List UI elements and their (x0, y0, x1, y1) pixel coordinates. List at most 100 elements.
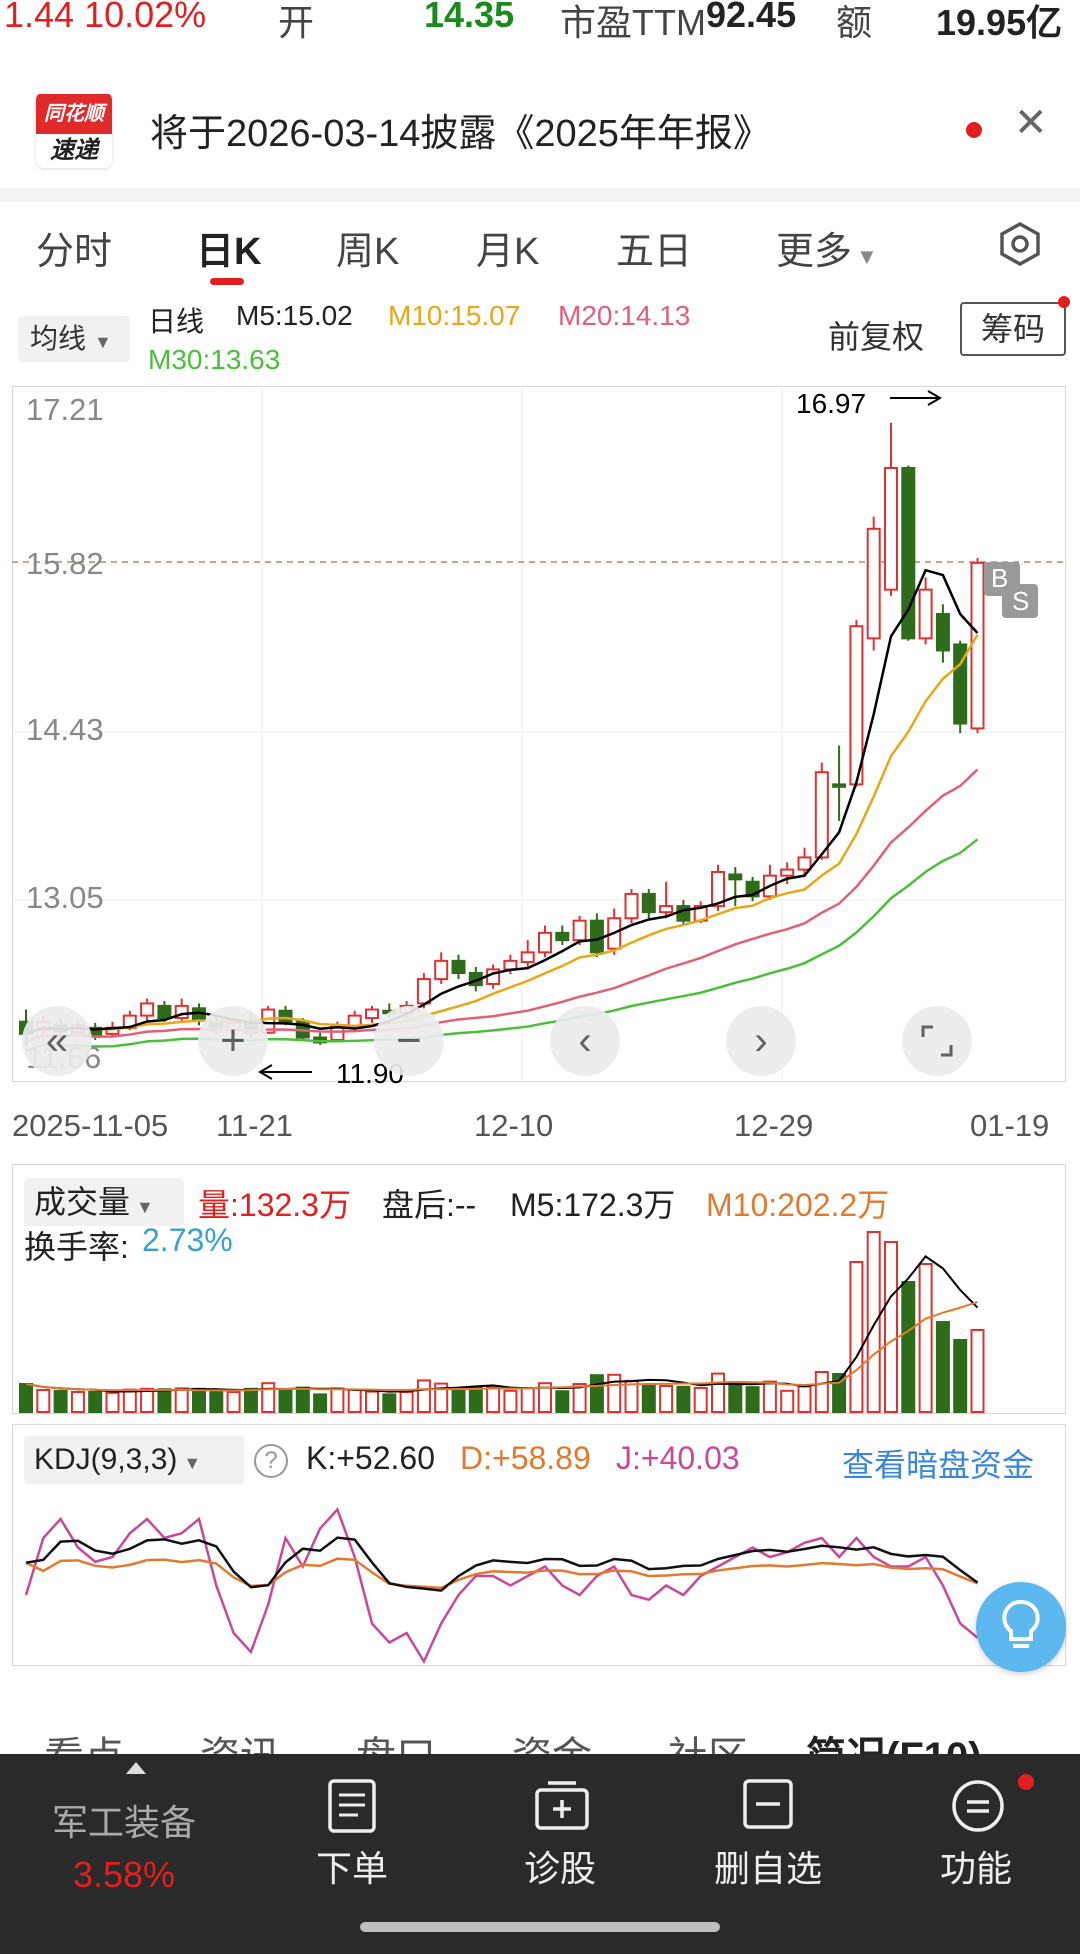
candle-body (676, 905, 691, 922)
kline-chart[interactable] (0, 0, 1080, 1100)
functions-button[interactable]: 功能 (876, 1754, 1076, 1924)
scroll-left-button[interactable]: ‹ (550, 1006, 620, 1076)
amount-label: 额 (836, 2, 873, 43)
tab-monthly-k[interactable]: 月K (476, 231, 540, 273)
volume-bar (278, 1389, 293, 1413)
pe-value: 92.45 (706, 0, 797, 35)
volume-bar (486, 1386, 501, 1413)
volume-bar (953, 1339, 968, 1413)
price-tick: 13.05 (26, 880, 104, 915)
volume-bar (589, 1374, 604, 1413)
candle-body (140, 1002, 155, 1017)
volume-bar (693, 1387, 708, 1413)
price-tick: 14.43 (26, 712, 104, 747)
volume-bar (711, 1372, 725, 1414)
candle-body (624, 892, 639, 920)
volume-value: 量:132.3万 (198, 1187, 351, 1223)
dropdown-triangle-icon: ▼ (856, 244, 878, 269)
candle-body (711, 871, 725, 908)
close-icon[interactable]: ✕ (1014, 101, 1048, 145)
announcement-bar[interactable]: 同花顺 速递 将于2026-03-14披露《2025年年报》 ✕ (0, 72, 1080, 188)
button-label: 下单 (315, 1848, 388, 1889)
lightbulb-icon (1002, 1600, 1040, 1648)
diagnose-icon (535, 1781, 589, 1830)
date-tick: 01-19 (970, 1108, 1050, 1143)
volume-bar (641, 1383, 656, 1413)
selector-label: 成交量 (34, 1184, 131, 1220)
help-icon[interactable]: ? (254, 1444, 288, 1478)
adjust-mode[interactable]: 前复权 (828, 319, 925, 355)
volume-bar (468, 1387, 483, 1413)
sector-widget[interactable]: 军工装备 3.58% (24, 1754, 224, 1924)
date-tick: 12-29 (734, 1108, 814, 1143)
ma5-line (25, 568, 979, 1036)
tab-five-day[interactable]: 五日 (616, 231, 693, 273)
kdj-j-line (24, 1507, 979, 1665)
remove-watchlist-button[interactable]: 删自选 (668, 1754, 868, 1924)
kline-chart-frame[interactable] (12, 386, 1066, 1082)
high-arrow-icon (927, 390, 942, 406)
zoom-out-button[interactable]: − (374, 1006, 444, 1076)
scroll-right-button[interactable]: › (726, 1006, 796, 1076)
volume-bar (918, 1263, 933, 1413)
kdj-indicator-selector[interactable]: KDJ(9,3,3) ▼ (24, 1436, 244, 1484)
candle-body (520, 951, 535, 964)
fullscreen-button[interactable] (902, 1006, 972, 1076)
volume-bar (434, 1382, 449, 1414)
volume-bar (140, 1387, 155, 1414)
candle-body (157, 1004, 172, 1020)
kdj-panel[interactable] (12, 1424, 1066, 1666)
dark-pool-link[interactable]: 查看暗盘资金 (842, 1447, 1035, 1483)
volume-bar (399, 1391, 414, 1413)
content-tabs: 看点 资讯 盘口 资金 社区 简况(F10) (0, 1700, 1080, 1760)
price-change: 1.44 10.02% (4, 0, 207, 35)
tab-more-label: 更多 (776, 231, 853, 273)
selector-label: KDJ(9,3,3) (34, 1443, 178, 1476)
tab-daily-k[interactable]: 日K (196, 231, 262, 273)
announcement-text[interactable]: 将于2026-03-14披露《2025年年报》 (150, 113, 771, 155)
kdj-k-line (25, 1536, 979, 1592)
volume-bar (659, 1385, 674, 1413)
volume-bar (503, 1389, 518, 1414)
candle-body (572, 919, 587, 942)
volume-bar (572, 1383, 587, 1413)
tab-intraday[interactable]: 分时 (36, 231, 113, 273)
volume-bar (105, 1391, 120, 1414)
indicator-selector[interactable]: 均线 ▼ (18, 316, 130, 362)
diagnose-stock-button[interactable]: 诊股 (460, 1754, 660, 1924)
volume-bar (901, 1281, 916, 1413)
ma30-line (25, 838, 979, 1053)
candle-body (866, 527, 881, 640)
volume-panel[interactable] (12, 1164, 1066, 1414)
volume-bar (261, 1382, 276, 1413)
chip-distribution-button[interactable]: 筹码 (960, 302, 1066, 356)
tab-more[interactable]: 更多 ▼ (776, 220, 878, 275)
volume-indicator-selector[interactable]: 成交量 ▼ (24, 1178, 184, 1226)
date-tick: 11-21 (216, 1108, 293, 1143)
volume-bar (866, 1231, 881, 1413)
assistant-button[interactable] (976, 1582, 1066, 1672)
volume-bar (209, 1390, 224, 1413)
candle-body (278, 1009, 293, 1023)
settings-icon[interactable] (996, 220, 1044, 268)
volume-bar (88, 1391, 103, 1413)
place-order-button[interactable]: 下单 (252, 1754, 452, 1924)
home-indicator[interactable] (360, 1922, 720, 1932)
scroll-left-fast-button[interactable]: « (22, 1006, 92, 1076)
tab-weekly-k[interactable]: 周K (336, 231, 400, 273)
volume-bar (19, 1383, 33, 1413)
candle-body (589, 919, 604, 954)
brand-logo: 同花顺 速递 (36, 92, 112, 168)
ma20-value: M20:14.13 (558, 300, 691, 331)
candle-body (538, 931, 552, 954)
zoom-in-button[interactable]: + (198, 1006, 268, 1076)
chevron-left-icon: ‹ (578, 1018, 592, 1063)
price-tick: 17.21 (26, 392, 104, 427)
volume-bar (313, 1393, 328, 1413)
minus-icon: − (396, 1016, 422, 1065)
vol-m10-value: M10:202.2万 (706, 1187, 890, 1223)
button-label: 删自选 (713, 1848, 822, 1889)
volume-bar (849, 1261, 864, 1413)
candle-body (832, 783, 847, 788)
volume-bar (53, 1389, 68, 1414)
